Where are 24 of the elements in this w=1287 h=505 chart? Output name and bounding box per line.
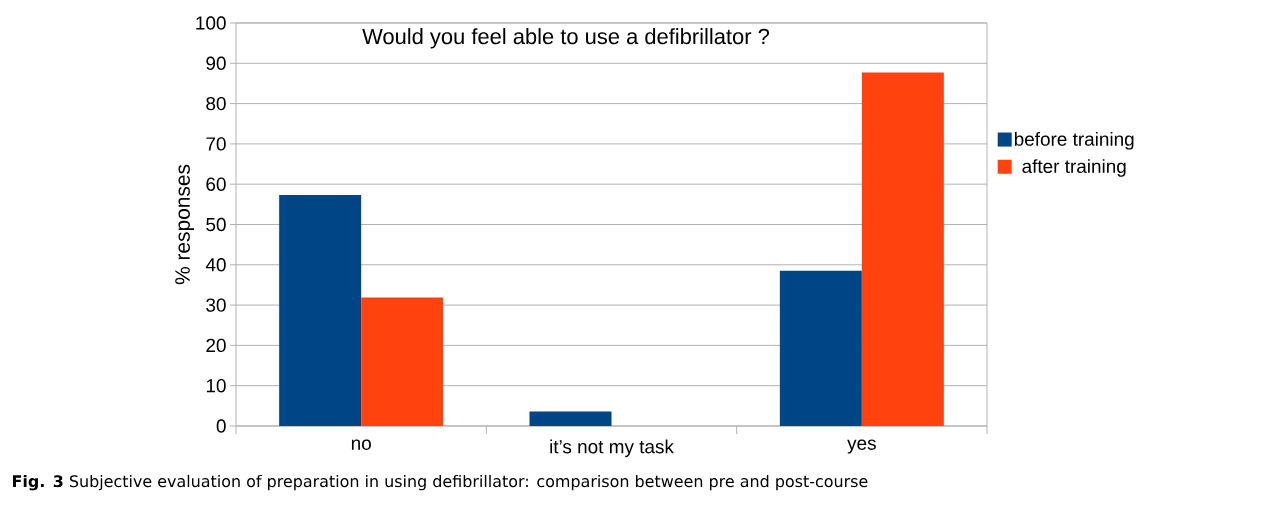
y-tick-label: 70: [206, 137, 226, 151]
x-tick-label: it’s not my task: [550, 439, 674, 458]
y-tick-label: 40: [205, 258, 226, 272]
y-tick-label: 0: [216, 419, 226, 433]
bar: [529, 411, 612, 426]
bar: [279, 195, 362, 426]
x-tick-label: yes: [847, 439, 876, 454]
y-tick-label: 10: [206, 378, 226, 393]
y-tick-label: 60: [206, 177, 226, 191]
y-tick-label: 100: [196, 16, 226, 30]
y-tick-label: 50: [206, 217, 226, 232]
chart-title: Would you feel able to use a defibrillator ?: [362, 28, 769, 49]
text: Fig. 3 Subjective evaluation of preparation in using defibrillator: comparison between pre and post-course: [13, 474, 868, 491]
legend-label: before training: [1014, 131, 1134, 150]
bar: [779, 270, 862, 426]
x-tick-label: no: [351, 439, 371, 450]
y-tick-label: 90: [206, 56, 226, 70]
bar: [861, 72, 944, 426]
y-tick-label: 20: [206, 338, 226, 353]
y-axis-title: % responses: [175, 164, 195, 285]
y-tick-label: 30: [206, 298, 226, 312]
legend-label: after training: [1022, 159, 1126, 177]
bar: [361, 297, 444, 426]
y-tick-label: 80: [206, 96, 226, 111]
